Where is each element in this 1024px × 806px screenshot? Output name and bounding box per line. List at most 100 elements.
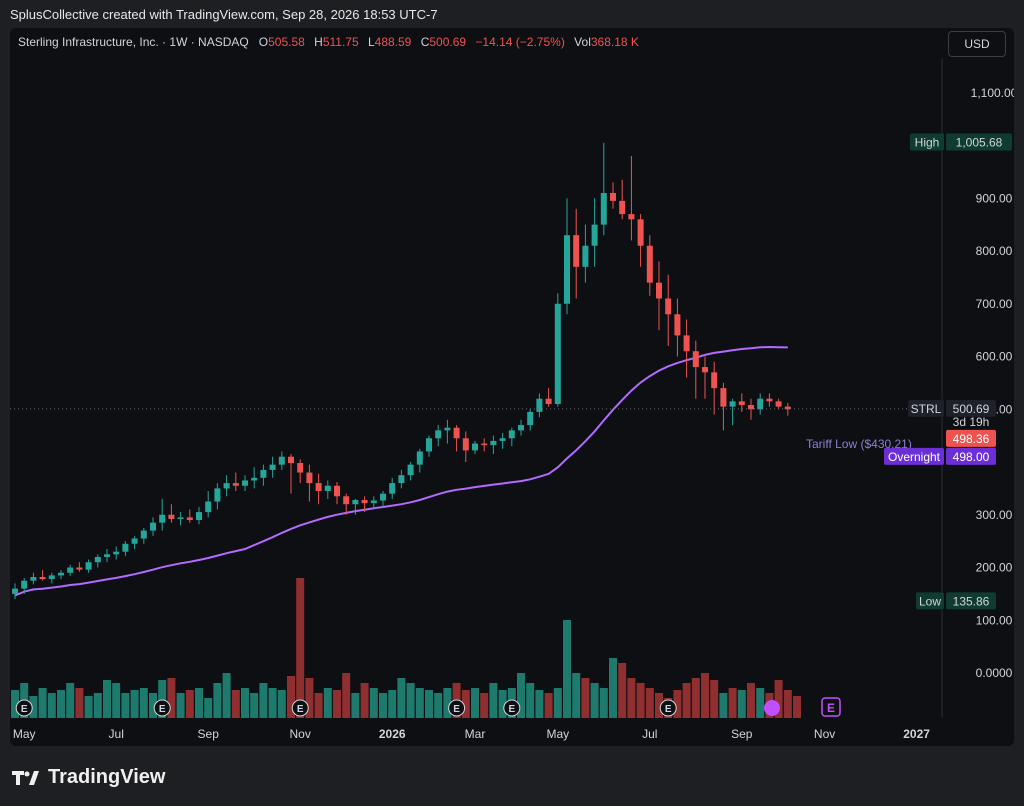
overnight-price-value: 498.00 — [953, 450, 990, 464]
volume-bar — [774, 680, 783, 718]
volume-bar — [581, 678, 590, 718]
candle-body — [545, 398, 552, 404]
candle-body — [444, 427, 451, 431]
candle-body — [600, 192, 607, 225]
earnings-marker-label: E — [665, 704, 672, 715]
volume-bar — [130, 690, 139, 718]
candle-body — [343, 496, 350, 505]
open-value: 505.58 — [268, 35, 305, 49]
symbol-legend: Sterling Infrastructure, Inc. · 1W · NAS… — [18, 35, 645, 49]
x-tick-label: May — [13, 727, 36, 741]
candle-body — [242, 480, 248, 486]
y-tick-label: 100.00 — [976, 613, 1013, 627]
candle-body — [729, 401, 736, 407]
volume-bar — [480, 693, 489, 718]
volume-bar — [29, 696, 38, 718]
candle-body — [85, 562, 92, 570]
chart-frame[interactable]: Sterling Infrastructure, Inc. · 1W · NAS… — [10, 28, 1014, 746]
tradingview-icon — [12, 770, 39, 785]
earnings-marker — [153, 699, 171, 717]
earnings-marker-label: E — [21, 704, 28, 715]
volume-bar — [783, 690, 792, 718]
volume-bar — [397, 678, 406, 718]
volume-bar — [268, 688, 277, 718]
candle-body — [720, 388, 727, 407]
prev-price-value-bg — [946, 429, 996, 447]
candle-body — [361, 499, 368, 504]
volume-bar — [195, 688, 203, 718]
candle-body — [527, 411, 534, 426]
candle-body — [775, 401, 782, 407]
volume-bar — [57, 690, 65, 718]
volume-bar — [222, 673, 231, 718]
last-price-value: 500.69 — [953, 402, 990, 416]
currency-button[interactable]: USD — [948, 31, 1006, 57]
volume-bar — [112, 683, 121, 718]
volume-bar — [342, 673, 351, 718]
candle-body — [140, 530, 147, 539]
volume-bar — [204, 698, 213, 718]
open-label: O — [258, 35, 269, 49]
candle-body — [490, 440, 497, 446]
volume-bar — [572, 673, 581, 718]
candle-body — [711, 372, 718, 389]
candle-body — [196, 512, 202, 521]
volume-bar — [323, 688, 332, 718]
y-tick-label: 300.00 — [976, 508, 1013, 522]
candle-body — [692, 351, 699, 368]
volume-bar — [388, 690, 397, 718]
candle-body — [21, 580, 28, 589]
y-tick-label: 1,100.00 — [971, 86, 1014, 100]
volume-bar — [167, 678, 176, 718]
y-tick-label: 700.00 — [976, 297, 1013, 311]
candle-body — [481, 443, 488, 446]
overnight-label: Overnight — [888, 450, 941, 464]
volume-bar — [443, 688, 452, 718]
candle-body — [94, 556, 101, 563]
candle-body — [564, 235, 570, 304]
candle-body — [508, 430, 515, 439]
earnings-marker — [291, 699, 309, 717]
volume-bar — [471, 688, 479, 718]
close-value: 500.69 — [429, 35, 467, 49]
overnight-label-bg — [884, 447, 944, 465]
candle-body — [159, 514, 166, 523]
volume-bar — [296, 578, 305, 718]
volume-value: 368.18 K — [590, 35, 639, 49]
candle-body — [453, 427, 460, 439]
x-tick-label: Sep — [198, 727, 220, 741]
volume-bar — [553, 688, 562, 718]
candle-body — [674, 314, 681, 336]
earnings-marker — [503, 699, 521, 717]
candle-body — [177, 517, 184, 519]
future-earnings-marker — [821, 697, 841, 717]
volume-bar — [369, 688, 378, 718]
volume-bar — [710, 680, 719, 718]
chart-caption: SplusCollective created with TradingView… — [10, 7, 438, 22]
candle-body — [39, 576, 46, 580]
volume-bar — [75, 688, 84, 718]
candle-body — [389, 483, 396, 494]
volume-bar — [38, 688, 47, 718]
y-tick-label: 0.0000 — [976, 666, 1013, 680]
candle-body — [315, 483, 322, 492]
candle-body — [683, 335, 690, 352]
volume-bar — [645, 688, 654, 718]
volume-bar — [84, 696, 93, 718]
volume-bar — [535, 690, 544, 718]
x-tick-label: Jul — [109, 727, 124, 741]
price-chart[interactable]: 1,100.00900.00800.00700.00600.00500.0030… — [10, 28, 1014, 746]
candle-body — [306, 472, 313, 484]
candle-body — [251, 477, 258, 481]
candle-body — [223, 483, 230, 489]
candle-body — [352, 499, 359, 505]
candle-body — [168, 514, 175, 519]
volume-bar — [425, 690, 433, 718]
volume-bar — [701, 673, 709, 718]
candle-body — [784, 406, 791, 410]
candle-body — [122, 543, 129, 552]
candle-body — [113, 551, 120, 555]
candle-body — [610, 192, 616, 201]
volume-bar — [526, 683, 535, 718]
candle-body — [738, 401, 745, 406]
